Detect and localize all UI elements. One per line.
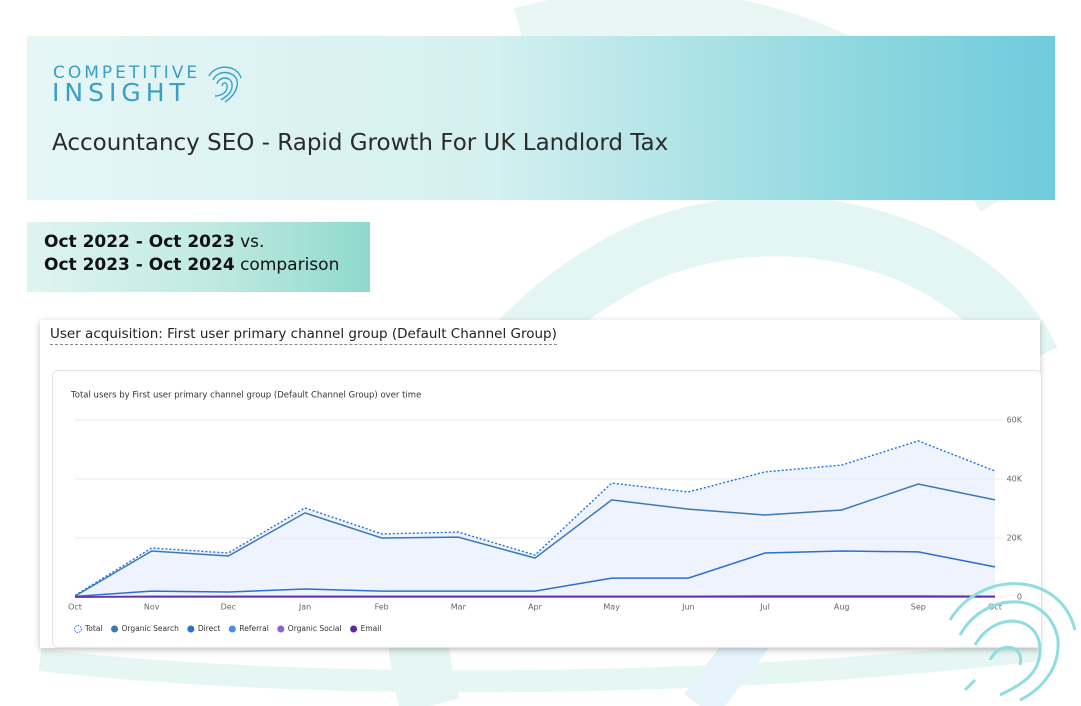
legend-label: Organic Social — [288, 624, 342, 633]
x-tick-label: May — [603, 603, 620, 612]
x-tick-label: Apr — [528, 603, 543, 612]
legend-label: Referral — [239, 624, 268, 633]
legend-swatch — [350, 625, 358, 633]
x-tick-label: Mar — [451, 603, 467, 612]
series-line — [74, 550, 996, 598]
x-tick-label: Dec — [221, 603, 236, 612]
legend-label: Email — [361, 624, 382, 633]
legend-label: Total — [84, 624, 103, 633]
legend-swatch — [74, 625, 82, 633]
comparison-line: Oct 2023 - Oct 2024 comparison — [44, 255, 339, 275]
comparison-text: comparison — [240, 255, 340, 275]
chart-title: Total users by First user primary channe… — [70, 391, 421, 401]
y-tick-label: 60K — [1007, 416, 1023, 425]
x-tick-label: Aug — [834, 603, 850, 612]
x-tick-label: Feb — [375, 603, 389, 612]
legend-label: Organic Search — [122, 624, 180, 633]
legend-label: Direct — [198, 624, 221, 633]
x-tick-label: Oct — [68, 603, 82, 612]
logo-icon — [208, 66, 242, 103]
x-tick-label: Jan — [298, 603, 311, 612]
y-tick-label: 20K — [1007, 534, 1023, 543]
x-tick-label: Jun — [681, 603, 695, 612]
legend-swatch — [111, 625, 119, 633]
x-tick-label: Jul — [759, 603, 770, 612]
comparison-line: Oct 2022 - Oct 2023 vs. — [44, 232, 264, 252]
header-banner — [27, 36, 1055, 200]
comparison-text: vs. — [240, 232, 265, 252]
card-title[interactable]: User acquisition: First user primary cha… — [50, 326, 557, 345]
series-line — [74, 440, 996, 597]
x-tick-label: Oct — [988, 603, 1002, 612]
logo-text: COMPETITIVE — [53, 63, 201, 83]
fingerprint-decoration — [948, 582, 1077, 702]
y-tick-label: 0 — [1017, 593, 1022, 602]
page-title: Accountancy SEO - Rapid Growth For UK La… — [52, 130, 669, 156]
comparison-bold: Oct 2023 - Oct 2024 — [44, 255, 235, 275]
y-tick-label: 40K — [1007, 475, 1023, 484]
legend-swatch — [228, 625, 236, 633]
comparison-bold: Oct 2022 - Oct 2023 — [44, 232, 235, 252]
legend-swatch — [277, 625, 285, 633]
x-tick-label: Sep — [911, 603, 926, 612]
x-tick-label: Nov — [144, 603, 160, 612]
legend-swatch — [187, 625, 195, 633]
logo-text: INSIGHT — [52, 78, 190, 107]
comparison-box: Oct 2022 - Oct 2023 vs. Oct 2023 - Oct 2… — [27, 222, 370, 292]
series-line — [74, 483, 996, 597]
total-area — [75, 440, 995, 597]
